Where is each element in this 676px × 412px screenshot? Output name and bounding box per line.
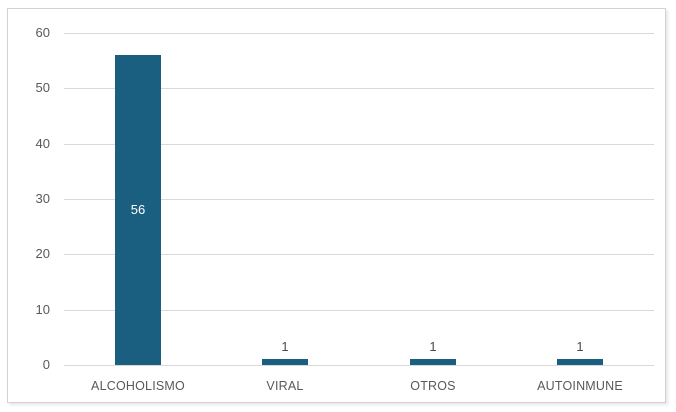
y-tick-label: 30 [35, 191, 50, 206]
bar-chart: 0 10 20 30 40 50 60 ALCOHOLISMO VIRAL OTROS AUTOI… [7, 8, 666, 403]
bar-data-label: 1 [429, 339, 437, 354]
bar-alcoholismo [115, 55, 161, 365]
bar-autoinmune [557, 359, 603, 365]
y-tick-label: 60 [35, 25, 50, 40]
bar-data-label: 56 [130, 202, 146, 217]
y-tick-label: 0 [42, 357, 50, 372]
bar-data-label: 1 [281, 339, 289, 354]
x-category-label-otros: OTROS [410, 379, 456, 393]
gridline-y40 [64, 144, 654, 145]
x-category-label-autoinmune: AUTOINMUNE [537, 379, 623, 393]
gridline-y20 [64, 254, 654, 255]
gridline-y50 [64, 88, 654, 89]
x-category-label-alcoholismo: ALCOHOLISMO [91, 379, 185, 393]
y-tick-label: 10 [35, 302, 50, 317]
y-tick-label: 20 [35, 246, 50, 261]
gridline-y30 [64, 199, 654, 200]
x-category-label-viral: VIRAL [266, 379, 304, 393]
y-tick-label: 40 [35, 136, 50, 151]
gridline-y10 [64, 310, 654, 311]
gridline-y60 [64, 33, 654, 34]
bar-viral [262, 359, 308, 365]
y-tick-label: 50 [35, 80, 50, 95]
bar-data-label: 1 [576, 339, 584, 354]
gridline-y0 [64, 365, 654, 366]
bar-otros [410, 359, 456, 365]
